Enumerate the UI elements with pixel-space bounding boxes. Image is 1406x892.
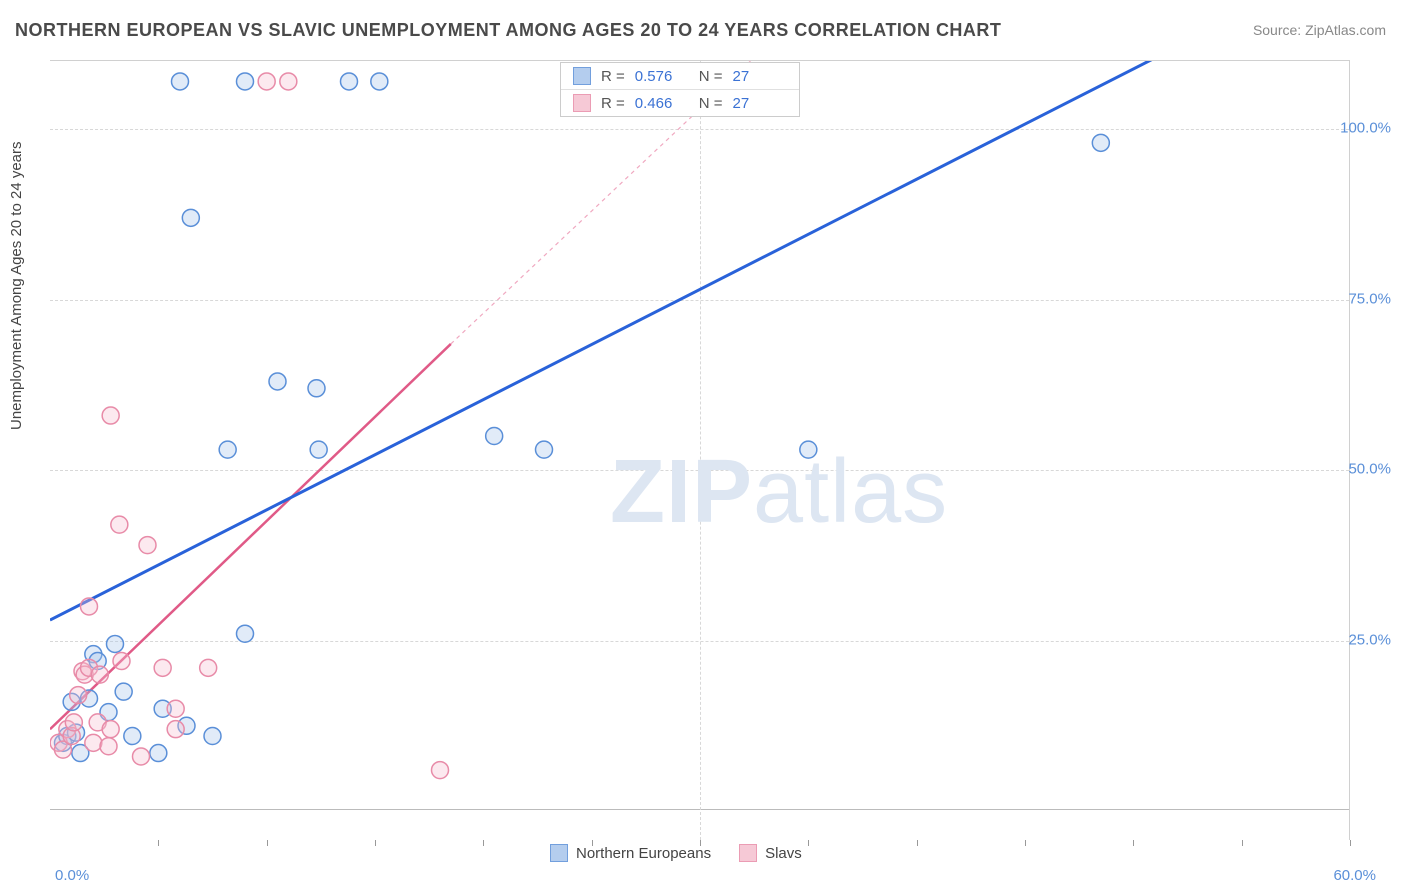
scatter-point	[102, 721, 119, 738]
scatter-point	[167, 700, 184, 717]
r-value: 0.576	[635, 68, 689, 85]
scatter-point	[1092, 134, 1109, 151]
scatter-point	[113, 653, 130, 670]
scatter-point	[172, 73, 189, 90]
x-tick-min: 0.0%	[55, 867, 89, 884]
chart-container: NORTHERN EUROPEAN VS SLAVIC UNEMPLOYMENT…	[0, 0, 1406, 892]
legend-label: Northern Europeans	[576, 845, 711, 862]
source-attribution: Source: ZipAtlas.com	[1253, 22, 1386, 38]
x-tick-max: 60.0%	[1333, 867, 1376, 884]
correlation-legend: R = 0.576 N = 27 R = 0.466 N = 27	[560, 62, 800, 117]
scatter-point	[237, 625, 254, 642]
scatter-point	[800, 441, 817, 458]
r-value: 0.466	[635, 95, 689, 112]
scatter-point	[70, 687, 87, 704]
scatter-point	[154, 659, 171, 676]
legend-swatch	[573, 94, 591, 112]
r-label: R =	[601, 95, 625, 112]
series-legend: Northern Europeans Slavs	[550, 844, 802, 862]
scatter-point	[280, 73, 297, 90]
x-tick-mark	[1350, 840, 1351, 846]
legend-row: R = 0.576 N = 27	[561, 63, 799, 90]
scatter-point	[486, 428, 503, 445]
n-label: N =	[699, 95, 723, 112]
legend-swatch	[573, 67, 591, 85]
n-label: N =	[699, 68, 723, 85]
scatter-point	[91, 666, 108, 683]
legend-item: Northern Europeans	[550, 844, 711, 862]
scatter-point	[341, 73, 358, 90]
scatter-point	[133, 748, 150, 765]
y-tick-label: 25.0%	[1348, 631, 1391, 648]
scatter-point	[219, 441, 236, 458]
scatter-point	[371, 73, 388, 90]
scatter-point	[100, 738, 117, 755]
n-value: 27	[733, 95, 787, 112]
scatter-svg	[50, 61, 1350, 841]
legend-item: Slavs	[739, 844, 802, 862]
scatter-point	[115, 683, 132, 700]
legend-swatch	[739, 844, 757, 862]
scatter-point	[85, 734, 102, 751]
n-value: 27	[733, 68, 787, 85]
legend-label: Slavs	[765, 845, 802, 862]
scatter-point	[204, 728, 221, 745]
scatter-point	[124, 728, 141, 745]
scatter-point	[310, 441, 327, 458]
scatter-point	[167, 721, 184, 738]
y-tick-label: 75.0%	[1348, 290, 1391, 307]
scatter-point	[432, 762, 449, 779]
legend-swatch	[550, 844, 568, 862]
legend-row: R = 0.466 N = 27	[561, 90, 799, 116]
r-label: R =	[601, 68, 625, 85]
scatter-point	[111, 516, 128, 533]
scatter-point	[200, 659, 217, 676]
y-tick-label: 50.0%	[1348, 461, 1391, 478]
y-axis-label: Unemployment Among Ages 20 to 24 years	[8, 141, 25, 430]
scatter-point	[107, 635, 124, 652]
scatter-point	[139, 537, 156, 554]
chart-title: NORTHERN EUROPEAN VS SLAVIC UNEMPLOYMENT…	[15, 20, 1001, 41]
scatter-point	[237, 73, 254, 90]
scatter-point	[536, 441, 553, 458]
scatter-point	[182, 209, 199, 226]
scatter-point	[258, 73, 275, 90]
plot-area: ZIPatlas	[50, 60, 1350, 840]
scatter-point	[308, 380, 325, 397]
scatter-point	[81, 598, 98, 615]
scatter-point	[150, 745, 167, 762]
scatter-point	[269, 373, 286, 390]
scatter-point	[65, 714, 82, 731]
scatter-point	[102, 407, 119, 424]
